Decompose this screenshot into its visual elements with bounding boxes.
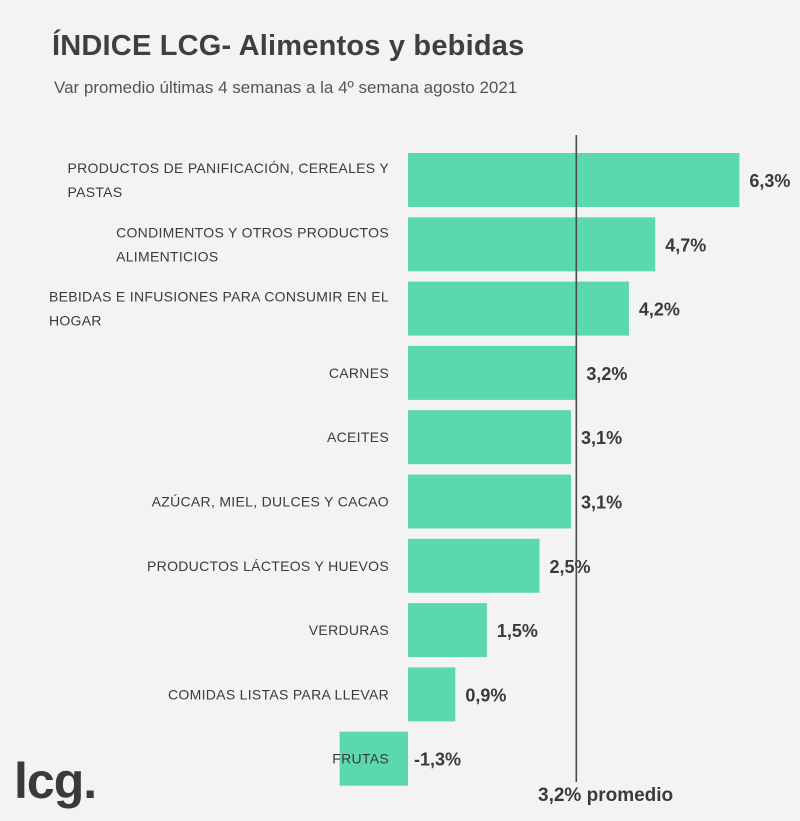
category-label: PRODUCTOS LÁCTEOS Y HUEVOS: [147, 558, 389, 574]
bar: [408, 538, 540, 593]
value-label: -1,3%: [414, 750, 461, 770]
bar: [408, 410, 572, 465]
bar: [339, 731, 408, 786]
value-label: 1,5%: [497, 621, 538, 641]
value-label: 6,3%: [749, 171, 790, 191]
category-label: AZÚCAR, MIEL, DULCES Y CACAO: [152, 494, 389, 510]
category-label: VERDURAS: [309, 622, 389, 638]
category-label: PASTAS: [68, 184, 123, 200]
value-label: 0,9%: [465, 685, 506, 705]
bar: [408, 667, 456, 722]
category-label: ACEITES: [327, 429, 389, 445]
value-label: 3,1%: [581, 493, 622, 513]
bar: [408, 603, 487, 658]
category-label: COMIDAS LISTAS PARA LLEVAR: [168, 686, 389, 702]
category-label: ALIMENTICIOS: [116, 248, 218, 264]
category-label: CONDIMENTOS Y OTROS PRODUCTOS: [116, 224, 389, 240]
bar: [408, 281, 629, 336]
category-label: FRUTAS: [332, 751, 389, 767]
value-label: 2,5%: [550, 557, 591, 577]
bar: [408, 153, 740, 207]
chart-title: ÍNDICE LCG- Alimentos y bebidas: [52, 30, 525, 62]
bar: [408, 217, 656, 272]
category-label: BEBIDAS E INFUSIONES PARA CONSUMIR EN EL: [49, 289, 389, 305]
average-label: 3,2% promedio: [538, 785, 674, 806]
bar: [408, 474, 572, 529]
category-label: PRODUCTOS DE PANIFICACIÓN, CEREALES Y: [68, 160, 390, 176]
bar: [408, 345, 577, 400]
category-label: HOGAR: [49, 313, 102, 329]
chart-subtitle: Var promedio últimas 4 semanas a la 4º s…: [54, 78, 518, 97]
category-label: CARNES: [329, 365, 389, 381]
lcg-logo: lcg.: [14, 753, 97, 809]
value-label: 3,1%: [581, 428, 622, 448]
value-label: 3,2%: [586, 364, 627, 384]
value-label: 4,7%: [665, 235, 706, 255]
value-label: 4,2%: [639, 300, 680, 320]
